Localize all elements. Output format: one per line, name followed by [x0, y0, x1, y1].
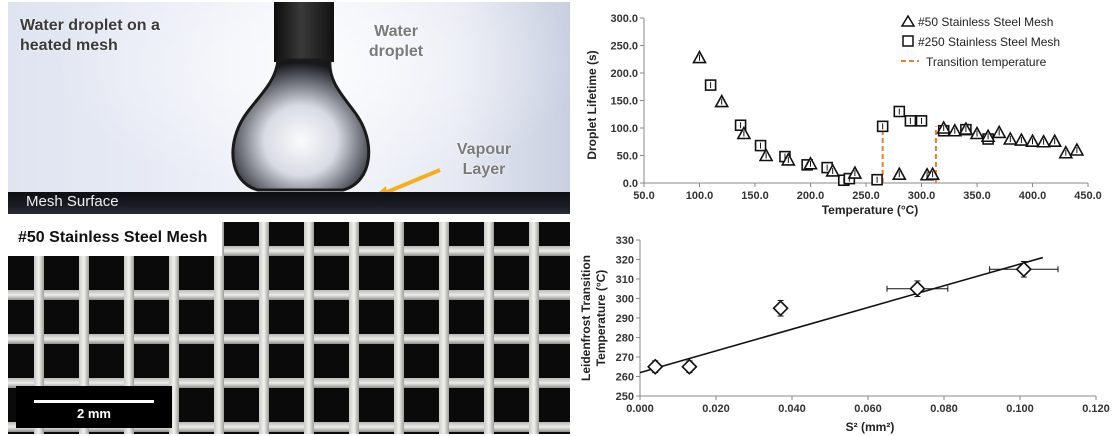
syringe-needle: [274, 2, 334, 62]
legend-square-marker: [902, 35, 914, 47]
droplet-photo: Water droplet on a heated mesh Water dro…: [8, 2, 570, 214]
chart1-x-tick-label: 200.0: [797, 190, 825, 202]
droplet-photo-title-line2: heated mesh: [20, 37, 118, 54]
chart2-x-tick-label: 0.120: [1082, 403, 1110, 415]
chart2-y-tick-label: 290: [616, 313, 634, 325]
chart2-x-tick-label: 0.060: [854, 403, 882, 415]
mesh-photo: #50 Stainless Steel Mesh 2 mm: [8, 222, 570, 434]
chart2-ylabel-line2: Temperature (°C): [594, 270, 608, 367]
droplet-photo-title-line1: Water droplet on a: [20, 17, 160, 34]
chart2-y-tick-label: 280: [616, 333, 634, 345]
chart1-y-tick-label: 100.0: [610, 123, 638, 135]
mesh-surface-label: Mesh Surface: [26, 193, 119, 210]
chart1-legend: #50 Stainless Steel Mesh #250 Stainless S…: [900, 14, 1060, 69]
water-droplet-label-line1: Water: [374, 23, 418, 40]
chart2-trendline: [639, 256, 1044, 374]
chart1-y-tick-label: 200.0: [610, 68, 638, 80]
water-droplet-label-line2: droplet: [368, 43, 424, 60]
chart2-diamond-point: [909, 280, 926, 297]
chart2-diamond-point: [1015, 261, 1032, 278]
chart1-x-tick-label: 250.0: [852, 190, 880, 202]
chart2-x-tick-label: 0.100: [1006, 403, 1034, 415]
mesh-surface-band: [8, 192, 570, 214]
chart1-y-tick-label: 150.0: [610, 96, 638, 108]
vapour-layer-arrow: [379, 168, 441, 197]
chart2-x-tick-label: 0.040: [778, 403, 806, 415]
scale-bar-label: 2 mm: [77, 406, 111, 421]
chart1-x-tick-label: 400.0: [1019, 190, 1047, 202]
water-droplet-shape: [231, 58, 371, 192]
legend-label-50-mesh: #50 Stainless Steel Mesh: [918, 15, 1053, 29]
chart1-y-tick-label: 300.0: [610, 13, 638, 25]
vapour-layer-label-line2: Layer: [462, 161, 506, 178]
transition-temperature-chart: Leidenfrost Transition Temperature (°C) …: [579, 235, 1110, 434]
chart1-y-tick-label: 0.0: [623, 178, 638, 190]
vapour-layer-label: Vapour Layer: [454, 140, 514, 180]
chart2-y-tick-label: 310: [616, 274, 634, 286]
chart1-ylabel: Droplet Lifetime (s): [585, 50, 599, 159]
chart1-y-tick-label: 250.0: [610, 41, 638, 53]
chart2-y-tick-label: 270: [616, 352, 634, 364]
chart2-y-tick-label: 250: [616, 391, 634, 403]
chart2-x-tick-label: 0.000: [626, 403, 654, 415]
legend-label-transition: Transition temperature: [926, 55, 1047, 69]
water-droplet-label: Water droplet: [366, 22, 426, 62]
chart1-x-tick-label: 50.0: [633, 190, 654, 202]
chart2-x-tick-label: 0.020: [702, 403, 730, 415]
droplet-lifetime-chart: Droplet Lifetime (s) Temperature (°C) 0.…: [585, 13, 1102, 217]
scale-bar-box: 2 mm: [16, 386, 172, 428]
chart1-x-tick-label: 150.0: [741, 190, 769, 202]
chart2-y-tick-label: 260: [616, 372, 634, 384]
chart1-x-tick-label: 300.0: [908, 190, 936, 202]
chart1-x-tick-label: 350.0: [963, 190, 991, 202]
chart2-ylabel-line1: Leidenfrost Transition: [579, 255, 593, 381]
legend-label-250-mesh: #250 Stainless Steel Mesh: [918, 35, 1060, 49]
droplet-photo-title: Water droplet on a heated mesh: [20, 16, 160, 56]
scale-bar-line: [34, 400, 154, 403]
droplet-illustration: [231, 58, 441, 200]
chart1-x-tick-label: 450.0: [1074, 190, 1102, 202]
mesh-photo-title: #50 Stainless Steel Mesh: [18, 229, 208, 246]
chart1-x-tick-label: 100.0: [686, 190, 714, 202]
vapour-layer-label-line1: Vapour: [456, 141, 512, 158]
chart2-y-tick-label: 320: [616, 255, 634, 267]
chart1-xlabel: Temperature (°C): [822, 203, 919, 217]
chart2-y-tick-label: 330: [616, 235, 634, 247]
legend-triangle-marker: [900, 14, 916, 27]
chart2-diamond-point: [681, 358, 698, 375]
chart2-diamond-point: [647, 358, 664, 375]
chart2-y-tick-label: 300: [616, 294, 634, 306]
chart2-xlabel: S² (mm²): [846, 420, 895, 434]
chart2-diamond-point: [772, 300, 789, 317]
chart1-y-tick-label: 50.0: [617, 151, 638, 163]
mesh-photo-title-box: #50 Stainless Steel Mesh: [8, 222, 222, 256]
chart2-x-tick-label: 0.080: [930, 403, 958, 415]
